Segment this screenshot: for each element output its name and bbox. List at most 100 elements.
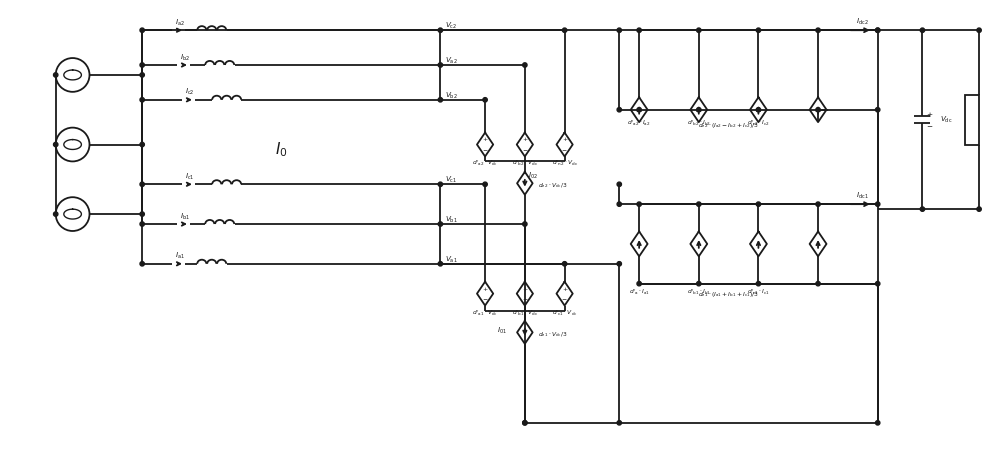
Circle shape <box>977 207 981 211</box>
Circle shape <box>697 107 701 112</box>
Text: $V_{\mathrm{c2}}$: $V_{\mathrm{c2}}$ <box>445 21 458 31</box>
Text: $V_{\mathrm{dc}}$: $V_{\mathrm{dc}}$ <box>940 115 953 125</box>
Text: +: + <box>482 138 488 142</box>
Circle shape <box>637 28 641 33</box>
Circle shape <box>140 73 144 77</box>
Circle shape <box>523 63 527 67</box>
Text: $-$: $-$ <box>926 122 933 128</box>
Text: $-$: $-$ <box>482 296 488 301</box>
Circle shape <box>140 212 144 216</box>
Bar <box>965 95 979 145</box>
Text: $-$: $-$ <box>522 296 528 301</box>
Text: $d'_{\mathrm{c2}}\cdot I_{\mathrm{c2}}$: $d'_{\mathrm{c2}}\cdot I_{\mathrm{c2}}$ <box>747 119 770 128</box>
Text: +: + <box>522 286 527 291</box>
Circle shape <box>756 281 761 286</box>
Text: +: + <box>562 286 567 291</box>
Text: $d'_{\mathrm{a}}\cdot I_{\mathrm{a1}}$: $d'_{\mathrm{a}}\cdot I_{\mathrm{a1}}$ <box>629 288 650 297</box>
Text: $-$: $-$ <box>561 147 568 152</box>
Text: $I_{\mathrm{c1}}$: $I_{\mathrm{c1}}$ <box>185 172 195 182</box>
Circle shape <box>140 262 144 266</box>
Text: $V_{\mathrm{c1}}$: $V_{\mathrm{c1}}$ <box>445 175 458 185</box>
Text: +: + <box>482 286 488 291</box>
Text: $I_{\mathrm{02}}$: $I_{\mathrm{02}}$ <box>528 171 538 181</box>
Circle shape <box>617 420 621 425</box>
Text: $I_{\mathrm{b2}}$: $I_{\mathrm{b2}}$ <box>180 52 190 62</box>
Circle shape <box>562 28 567 33</box>
Text: $d_{\mathrm{z1}}\cdot(I_{\mathrm{a1}}+I_{\mathrm{b1}}+I_{\mathrm{c1}})/3$: $d_{\mathrm{z1}}\cdot(I_{\mathrm{a1}}+I_… <box>698 290 759 299</box>
Circle shape <box>697 281 701 286</box>
Circle shape <box>140 63 144 67</box>
Circle shape <box>816 107 820 112</box>
Circle shape <box>756 202 761 207</box>
Text: $I_{\mathrm{a2}}$: $I_{\mathrm{a2}}$ <box>175 17 185 28</box>
Circle shape <box>438 182 443 186</box>
Circle shape <box>876 202 880 207</box>
Text: $d'_{\mathrm{a2}}\cdot I_{\mathrm{a2}}$: $d'_{\mathrm{a2}}\cdot I_{\mathrm{a2}}$ <box>627 119 651 128</box>
Text: $I_{\mathrm{dc1}}$: $I_{\mathrm{dc1}}$ <box>856 190 869 201</box>
Circle shape <box>697 28 701 33</box>
Text: $I_{\mathrm{01}}$: $I_{\mathrm{01}}$ <box>497 326 507 336</box>
Circle shape <box>140 28 144 33</box>
Circle shape <box>876 281 880 286</box>
Text: +: + <box>522 138 527 142</box>
Circle shape <box>54 142 58 147</box>
Circle shape <box>140 182 144 186</box>
Text: $-$: $-$ <box>522 147 528 152</box>
Circle shape <box>438 98 443 102</box>
Circle shape <box>876 28 880 33</box>
Circle shape <box>637 281 641 286</box>
Circle shape <box>617 262 621 266</box>
Circle shape <box>816 28 820 33</box>
Circle shape <box>438 63 443 67</box>
Text: $d'_{\mathrm{b2}}\cdot I_{\mathrm{b2}}$: $d'_{\mathrm{b2}}\cdot I_{\mathrm{b2}}$ <box>687 119 711 128</box>
Circle shape <box>562 262 567 266</box>
Text: $V_{\mathrm{b2}}$: $V_{\mathrm{b2}}$ <box>445 91 458 101</box>
Circle shape <box>756 107 761 112</box>
Text: $d'_{\mathrm{a1}}\cdot V_{\mathrm{dc}}$: $d'_{\mathrm{a1}}\cdot V_{\mathrm{dc}}$ <box>472 308 498 318</box>
Text: $d_{\mathrm{z1}}\cdot V_{\mathrm{dc}}/3$: $d_{\mathrm{z1}}\cdot V_{\mathrm{dc}}/3$ <box>538 330 567 339</box>
Circle shape <box>920 28 925 33</box>
Circle shape <box>140 222 144 226</box>
Text: $-$: $-$ <box>482 147 488 152</box>
Text: $d_{\mathrm{z2}}\cdot(I_{\mathrm{a2}}-I_{\mathrm{b2}}+I_{\mathrm{c2}})/3$: $d_{\mathrm{z2}}\cdot(I_{\mathrm{a2}}-I_… <box>698 121 759 130</box>
Text: $I_{\mathrm{c2}}$: $I_{\mathrm{c2}}$ <box>185 87 195 97</box>
Text: $V_{\mathrm{b1}}$: $V_{\mathrm{b1}}$ <box>445 215 458 225</box>
Text: +: + <box>562 138 567 142</box>
Text: $I_{\mathrm{a1}}$: $I_{\mathrm{a1}}$ <box>175 251 185 262</box>
Text: $d'_{\mathrm{b1}}\cdot I_{\mathrm{b1}}$: $d'_{\mathrm{b1}}\cdot I_{\mathrm{b1}}$ <box>687 288 711 297</box>
Circle shape <box>483 182 487 186</box>
Circle shape <box>523 420 527 425</box>
Circle shape <box>617 107 621 112</box>
Circle shape <box>140 98 144 102</box>
Circle shape <box>876 107 880 112</box>
Text: $I_0$: $I_0$ <box>275 140 288 159</box>
Circle shape <box>637 202 641 207</box>
Text: $V_{\mathrm{a2}}$: $V_{\mathrm{a2}}$ <box>445 56 458 66</box>
Circle shape <box>617 182 621 186</box>
Text: +: + <box>926 112 932 118</box>
Circle shape <box>54 73 58 77</box>
Circle shape <box>140 142 144 147</box>
Circle shape <box>617 202 621 207</box>
Circle shape <box>816 202 820 207</box>
Circle shape <box>697 202 701 207</box>
Text: $d_{\mathrm{z2}}\cdot V_{\mathrm{dc}}/3$: $d_{\mathrm{z2}}\cdot V_{\mathrm{dc}}/3$ <box>538 181 567 190</box>
Circle shape <box>756 28 761 33</box>
Text: $d'_{\mathrm{a2}}\cdot V_{\mathrm{dc}}$: $d'_{\mathrm{a2}}\cdot V_{\mathrm{dc}}$ <box>472 159 498 168</box>
Circle shape <box>523 222 527 226</box>
Circle shape <box>523 420 527 425</box>
Circle shape <box>438 28 443 33</box>
Circle shape <box>483 98 487 102</box>
Text: $d'_{\mathrm{b1}}\cdot V_{\mathrm{dc}}$: $d'_{\mathrm{b1}}\cdot V_{\mathrm{dc}}$ <box>512 308 538 318</box>
Circle shape <box>438 262 443 266</box>
Circle shape <box>816 281 820 286</box>
Circle shape <box>637 107 641 112</box>
Text: $I_{\mathrm{b1}}$: $I_{\mathrm{b1}}$ <box>180 212 190 222</box>
Text: $I_{\mathrm{dc2}}$: $I_{\mathrm{dc2}}$ <box>856 17 869 27</box>
Circle shape <box>876 28 880 33</box>
Circle shape <box>54 212 58 216</box>
Text: $d'_{\mathrm{b2}}\cdot V_{\mathrm{dc}}$: $d'_{\mathrm{b2}}\cdot V_{\mathrm{dc}}$ <box>512 159 538 168</box>
Circle shape <box>876 420 880 425</box>
Circle shape <box>438 222 443 226</box>
Text: $-$: $-$ <box>561 296 568 301</box>
